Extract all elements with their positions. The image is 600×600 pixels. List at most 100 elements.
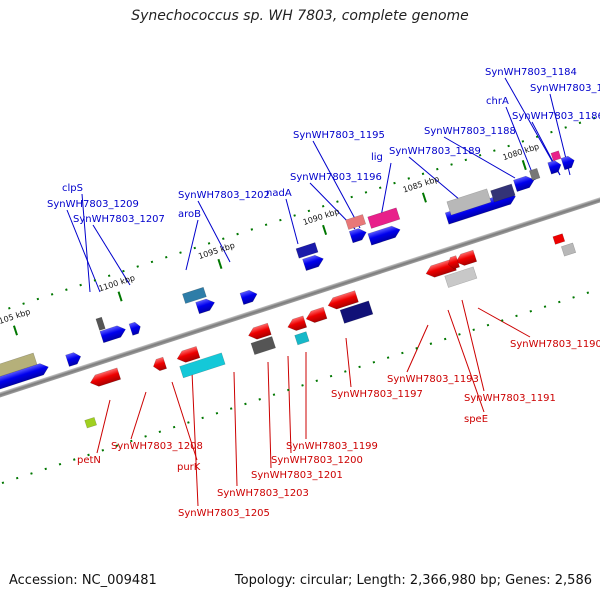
reverse-gene-arrow[interactable]	[175, 346, 201, 364]
reverse-gene-arrow[interactable]	[286, 315, 308, 333]
leader-line	[505, 106, 536, 181]
gene-label[interactable]: SynWH7803_1190	[510, 339, 600, 350]
gene-box-steel[interactable]	[182, 286, 207, 304]
leader-line	[130, 391, 147, 440]
gene-label[interactable]: SynWH7803_1209	[47, 199, 139, 210]
leader-line	[92, 224, 131, 286]
forward-gene-arrow[interactable]	[128, 321, 142, 336]
gene-label[interactable]: SynWH7803_1191	[464, 393, 556, 404]
bottom-gene-labels: petN SynWH7803_1208 purK SynWH7803_1205 SynW…	[77, 339, 600, 519]
scale-tick-mark	[12, 325, 18, 336]
reverse-gene-arrow[interactable]	[446, 255, 460, 271]
gene-label[interactable]: aroB	[178, 209, 201, 220]
forward-gene-arrow[interactable]	[239, 288, 259, 305]
leader-line	[233, 371, 238, 487]
genome-track: 1105 kbp 1100 kbp 1095 kbp 1090 kbp 1085 kbp…	[0, 109, 600, 485]
reverse-gene-arrow[interactable]	[454, 249, 478, 268]
gene-label[interactable]: SynWH7803_1189	[389, 146, 481, 157]
leader-line	[447, 309, 485, 413]
gene-label[interactable]: SynWH7803_1200	[271, 455, 363, 466]
chromosome-backbone	[0, 177, 600, 418]
gene-box-silver[interactable]	[560, 242, 577, 257]
forward-gene-arrow[interactable]	[513, 174, 536, 192]
leader-line	[379, 162, 392, 223]
leader-line	[191, 371, 199, 507]
forward-gene-arrow[interactable]	[547, 159, 563, 175]
gene-box-cyan[interactable]	[179, 352, 226, 379]
gene-box-silver[interactable]	[446, 188, 492, 216]
gene-box-gray[interactable]	[528, 168, 541, 181]
scale-tick-label: 1105 kbp	[0, 307, 31, 327]
forward-gene-arrow[interactable]	[560, 155, 576, 171]
gene-box-pink[interactable]	[345, 214, 367, 230]
leader-line	[81, 193, 91, 293]
gene-box-gray[interactable]	[250, 336, 276, 355]
forward-gene-arrow[interactable]	[195, 297, 217, 315]
leader-line	[345, 337, 352, 388]
reverse-gene-arrow[interactable]	[247, 322, 272, 341]
gene-label[interactable]: lig	[371, 152, 383, 163]
gene-label[interactable]: SynWH7803_1197	[331, 389, 423, 400]
leader-line	[267, 361, 272, 469]
gene-label[interactable]: SynWH7803_1184	[485, 67, 577, 78]
reverse-gene-arrow[interactable]	[152, 356, 167, 372]
gene-box-navy[interactable]	[339, 300, 374, 324]
scale-tick-mark	[421, 192, 427, 203]
forward-gene-arrow[interactable]	[302, 253, 326, 271]
forward-strand-genes	[0, 150, 576, 395]
leader-line	[285, 198, 299, 245]
forward-gene-arrow[interactable]	[348, 226, 368, 244]
reverse-gene-arrow[interactable]	[326, 290, 359, 312]
gene-label[interactable]: clpS	[62, 183, 83, 194]
scale-tick-mark	[217, 258, 223, 270]
gene-label[interactable]: SynWH7803_1208	[111, 441, 203, 452]
reverse-gene-arrow[interactable]	[304, 306, 328, 325]
gene-label[interactable]: petN	[77, 455, 101, 466]
gene-box-slate[interactable]	[490, 183, 516, 203]
leader-line	[171, 381, 198, 461]
gene-label[interactable]: SynWH7803_1201	[251, 470, 343, 481]
gene-label[interactable]: SynWH7803_1203	[217, 488, 309, 499]
gene-label[interactable]: SynWH7803_1207	[73, 214, 165, 225]
gene-label[interactable]: SynWH7803_1199	[286, 441, 378, 452]
gene-box-navy[interactable]	[295, 242, 319, 259]
leader-line	[66, 209, 101, 293]
gene-box-magenta[interactable]	[367, 207, 401, 229]
gene-label[interactable]: SynWH7803_1205	[178, 508, 270, 519]
gene-label[interactable]: chrA	[486, 96, 509, 107]
gene-box-olive[interactable]	[0, 352, 38, 381]
scale-tick-label: 1100 kbp	[97, 273, 136, 293]
scale-tick-mark	[322, 224, 328, 236]
forward-gene-arrow[interactable]	[99, 324, 127, 344]
reverse-strand-genes	[84, 233, 577, 429]
gene-box-lime[interactable]	[84, 417, 97, 429]
gene-label[interactable]: purK	[177, 462, 201, 473]
gene-label[interactable]: SynWH7803_1183	[530, 83, 600, 94]
accession-text: Accession: NC_009481	[9, 573, 157, 588]
gene-label[interactable]: speE	[464, 414, 488, 425]
leader-line	[185, 219, 199, 271]
gene-label[interactable]: nadA	[266, 188, 292, 199]
gene-box-magenta[interactable]	[550, 150, 562, 162]
gene-label[interactable]: SynWH7803_1195	[293, 130, 385, 141]
gene-box-gray[interactable]	[95, 316, 106, 331]
scale-tick-label: 1090 kbp	[302, 207, 341, 227]
gene-label[interactable]: SynWH7803_1188	[424, 126, 516, 137]
reverse-gene-arrow[interactable]	[88, 367, 122, 389]
gene-label[interactable]: SynWH7803_1196	[290, 172, 382, 183]
forward-gene-arrow[interactable]	[367, 224, 402, 246]
gene-box-cyan[interactable]	[294, 331, 310, 346]
map-title: Synechococcus sp. WH 7803, complete geno…	[131, 8, 469, 24]
forward-gene-arrow[interactable]	[65, 351, 83, 367]
gene-box-silver[interactable]	[444, 266, 478, 288]
leader-line	[312, 140, 361, 229]
gene-label[interactable]: SynWH7803_1186	[512, 111, 600, 122]
scale-ticks: 1105 kbp 1100 kbp 1095 kbp 1090 kbp 1085 kbp…	[0, 142, 540, 336]
leader-line	[443, 136, 516, 179]
gene-label[interactable]: SynWH7803_1193	[387, 374, 479, 385]
leader-line	[504, 77, 561, 176]
gene-box-red[interactable]	[552, 233, 566, 245]
gene-label[interactable]: SynWH7803_1202	[178, 190, 270, 201]
scale-tick-label: 1085 kbp	[402, 174, 441, 194]
